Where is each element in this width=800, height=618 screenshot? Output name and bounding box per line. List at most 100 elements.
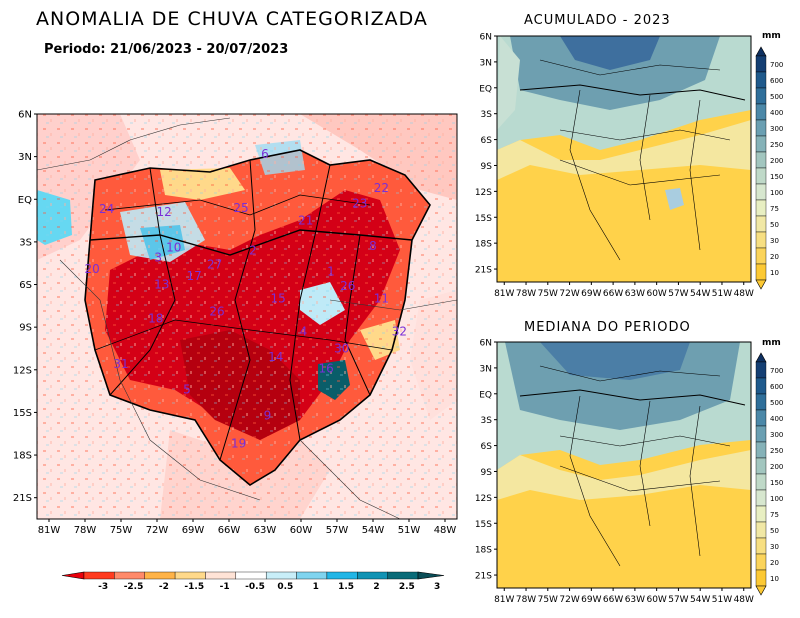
basin-label: 26 bbox=[340, 279, 355, 293]
anomaly-colorbar-label: 2 bbox=[373, 582, 379, 592]
acumulado-lat-tick-label: 3N bbox=[480, 58, 492, 68]
basin-label: 3 bbox=[154, 251, 162, 265]
anomaly-lat-tick-label: 15S bbox=[13, 408, 32, 419]
anomaly-lon-tick-label: 51W bbox=[398, 525, 421, 536]
acumulado-colorbar-label: 30 bbox=[770, 237, 779, 245]
mediana-lon-tick-label: 75W bbox=[538, 595, 558, 605]
acumulado-lon-tick-label: 66W bbox=[603, 289, 623, 299]
country-border-west bbox=[59, 259, 261, 501]
anomaly-lon-tick-label: 60W bbox=[290, 525, 313, 536]
basin-label: 22 bbox=[374, 181, 389, 195]
anomaly-colorbar-swatch bbox=[114, 571, 145, 580]
basin-label: 17 bbox=[187, 269, 202, 283]
acumulado-lat-tick-label: 9S bbox=[481, 162, 493, 172]
mediana-colorbar-bottom-arrow bbox=[755, 585, 767, 596]
mediana-lon-ticks: 81W 78W 75W 72W 69W 66W 63W 60W 57W 54W 51W 48W bbox=[494, 588, 754, 605]
anomaly-lon-tick-label: 75W bbox=[110, 525, 133, 536]
mediana-lon-tick-label: 60W bbox=[646, 595, 666, 605]
acumulado-transition-band bbox=[497, 120, 751, 180]
mediana-colorbar-label: 200 bbox=[770, 463, 783, 471]
mediana-colorbar-top-arrow bbox=[755, 352, 767, 363]
acumulado-pantanal-patch bbox=[665, 188, 684, 210]
anomaly-colorbar-swatch bbox=[265, 571, 297, 580]
acumulado-colorbar-swatch bbox=[755, 199, 767, 217]
anomaly-colorbar-label: -2 bbox=[159, 582, 169, 592]
acumulado-lat-tick-label: 18S bbox=[475, 240, 492, 250]
acumulado-lat-ticks: 6N 3N EQ 3S 6S 9S 12S 15S 18S 21S bbox=[475, 33, 497, 276]
country-border-north bbox=[37, 117, 231, 171]
acumulado-colorbar-swatch bbox=[755, 215, 767, 233]
mediana-colorbar-swatch bbox=[755, 537, 767, 555]
acumulado-tocantins bbox=[689, 99, 701, 251]
mediana-colorbar-label: 30 bbox=[770, 543, 779, 551]
mediana-lat-tick-label: 18S bbox=[475, 546, 492, 556]
mediana-lon-tick-label: 57W bbox=[668, 595, 688, 605]
mediana-lon-tick-label: 51W bbox=[712, 595, 732, 605]
anomaly-colorbar-label: 2.5 bbox=[399, 582, 415, 592]
basin-label: 24 bbox=[99, 202, 114, 216]
basin-label: 27 bbox=[207, 258, 222, 272]
mediana-lon-tick-label: 63W bbox=[625, 595, 645, 605]
anomaly-colorbar-swatch bbox=[326, 571, 358, 580]
acumulado-colorbar-label: 250 bbox=[770, 141, 783, 149]
subbasin-line-east bbox=[289, 164, 331, 441]
anomaly-colorbar-swatch bbox=[235, 571, 267, 580]
anomaly-lat-tick-label: 9S bbox=[19, 323, 32, 334]
main-title: ANOMALIA DE CHUVA CATEGORIZADA bbox=[36, 8, 428, 30]
mediana-colorbar-swatch bbox=[755, 505, 767, 523]
acumulado-units: mm bbox=[762, 31, 781, 41]
mediana-units: mm bbox=[762, 338, 781, 348]
anomaly-lon-tick-label: 57W bbox=[326, 525, 349, 536]
acumulado-lon-tick-label: 57W bbox=[668, 289, 688, 299]
anomaly-colorbar-swatch bbox=[205, 571, 237, 580]
anomaly-colorbar-swatch bbox=[387, 571, 419, 580]
acumulado-colorbar-label: 400 bbox=[770, 109, 783, 117]
anomaly-colorbar-label: -1 bbox=[220, 582, 230, 592]
mediana-colorbar-label: 700 bbox=[770, 367, 783, 375]
mediana-lat-tick-label: 12S bbox=[475, 494, 492, 504]
basin-label: 31 bbox=[113, 357, 128, 371]
mediana-lon-tick-label: 54W bbox=[690, 595, 710, 605]
mediana-colorbar-swatch bbox=[755, 425, 767, 443]
anomaly-colorbar-label: 3 bbox=[434, 582, 440, 592]
basin-label: 11 bbox=[374, 292, 389, 306]
acumulado-colorbar-swatch bbox=[755, 119, 767, 137]
anomaly-map: 6N 3N EQ 3S 6S 9S 12S 15S 18S 21S 81W 78W 75W 72W 69W… bbox=[13, 110, 458, 536]
anomaly-map-frame bbox=[36, 113, 458, 520]
basin-label: 15 bbox=[271, 292, 286, 306]
acumulado-colorbar-label: 500 bbox=[770, 93, 783, 101]
basin-label: 2 bbox=[249, 243, 257, 257]
anomaly-lat-tick-label: 6S bbox=[19, 280, 32, 291]
acumulado-colorbar: 700 600 500 400 300 250 200 150 100 75 50 30 20 10 bbox=[755, 46, 783, 290]
mediana-madeira bbox=[569, 395, 621, 567]
acumulado-basin-south bbox=[559, 129, 731, 141]
anomaly-lon-tick-label: 54W bbox=[362, 525, 385, 536]
mediana-lon-tick-label: 72W bbox=[559, 595, 579, 605]
acumulado-madeira bbox=[569, 89, 621, 261]
basin-label: 13 bbox=[154, 278, 169, 292]
mediana-lat-ticks: 6N 3N EQ 3S 6S 9S 12S 15S 18S 21S bbox=[475, 339, 497, 582]
acumulado-colorbar-label: 10 bbox=[770, 269, 779, 277]
anomaly-colorbar-label: -0.5 bbox=[245, 582, 265, 592]
mediana-lat-tick-label: 6S bbox=[481, 442, 493, 452]
mediana-colorbar-swatch bbox=[755, 569, 767, 587]
anomaly-lon-ticks: 81W 78W 75W 72W 69W 66W 63W 60W 57W 54W 51W 48W bbox=[38, 519, 456, 536]
anomaly-colorbar-right-arrow bbox=[417, 571, 445, 580]
mediana-colorbar-label: 500 bbox=[770, 399, 783, 407]
acumulado-lon-tick-label: 63W bbox=[625, 289, 645, 299]
basin-label: 14 bbox=[268, 350, 283, 364]
anomaly-colorbar-swatch bbox=[296, 571, 328, 580]
acumulado-lat-tick-label: EQ bbox=[479, 84, 492, 94]
anomaly-lat-tick-label: 21S bbox=[13, 493, 32, 504]
anomaly-colorbar-swatch bbox=[174, 571, 206, 580]
mediana-colorbar: 700 600 500 400 300 250 200 150 100 75 50 30 20 10 bbox=[755, 352, 783, 596]
acumulado-lat-tick-label: 21S bbox=[475, 266, 492, 276]
mediana-lat-tick-label: 21S bbox=[475, 572, 492, 582]
acumulado-colorbar-swatch bbox=[755, 103, 767, 121]
basin-label: 16 bbox=[319, 361, 334, 375]
mediana-colorbar-swatch bbox=[755, 521, 767, 539]
acumulado-colorbar-label: 600 bbox=[770, 77, 783, 85]
mediana-colorbar-label: 50 bbox=[770, 527, 779, 535]
mediana-lat-tick-label: 3N bbox=[480, 364, 492, 374]
acumulado-lon-tick-label: 75W bbox=[538, 289, 558, 299]
